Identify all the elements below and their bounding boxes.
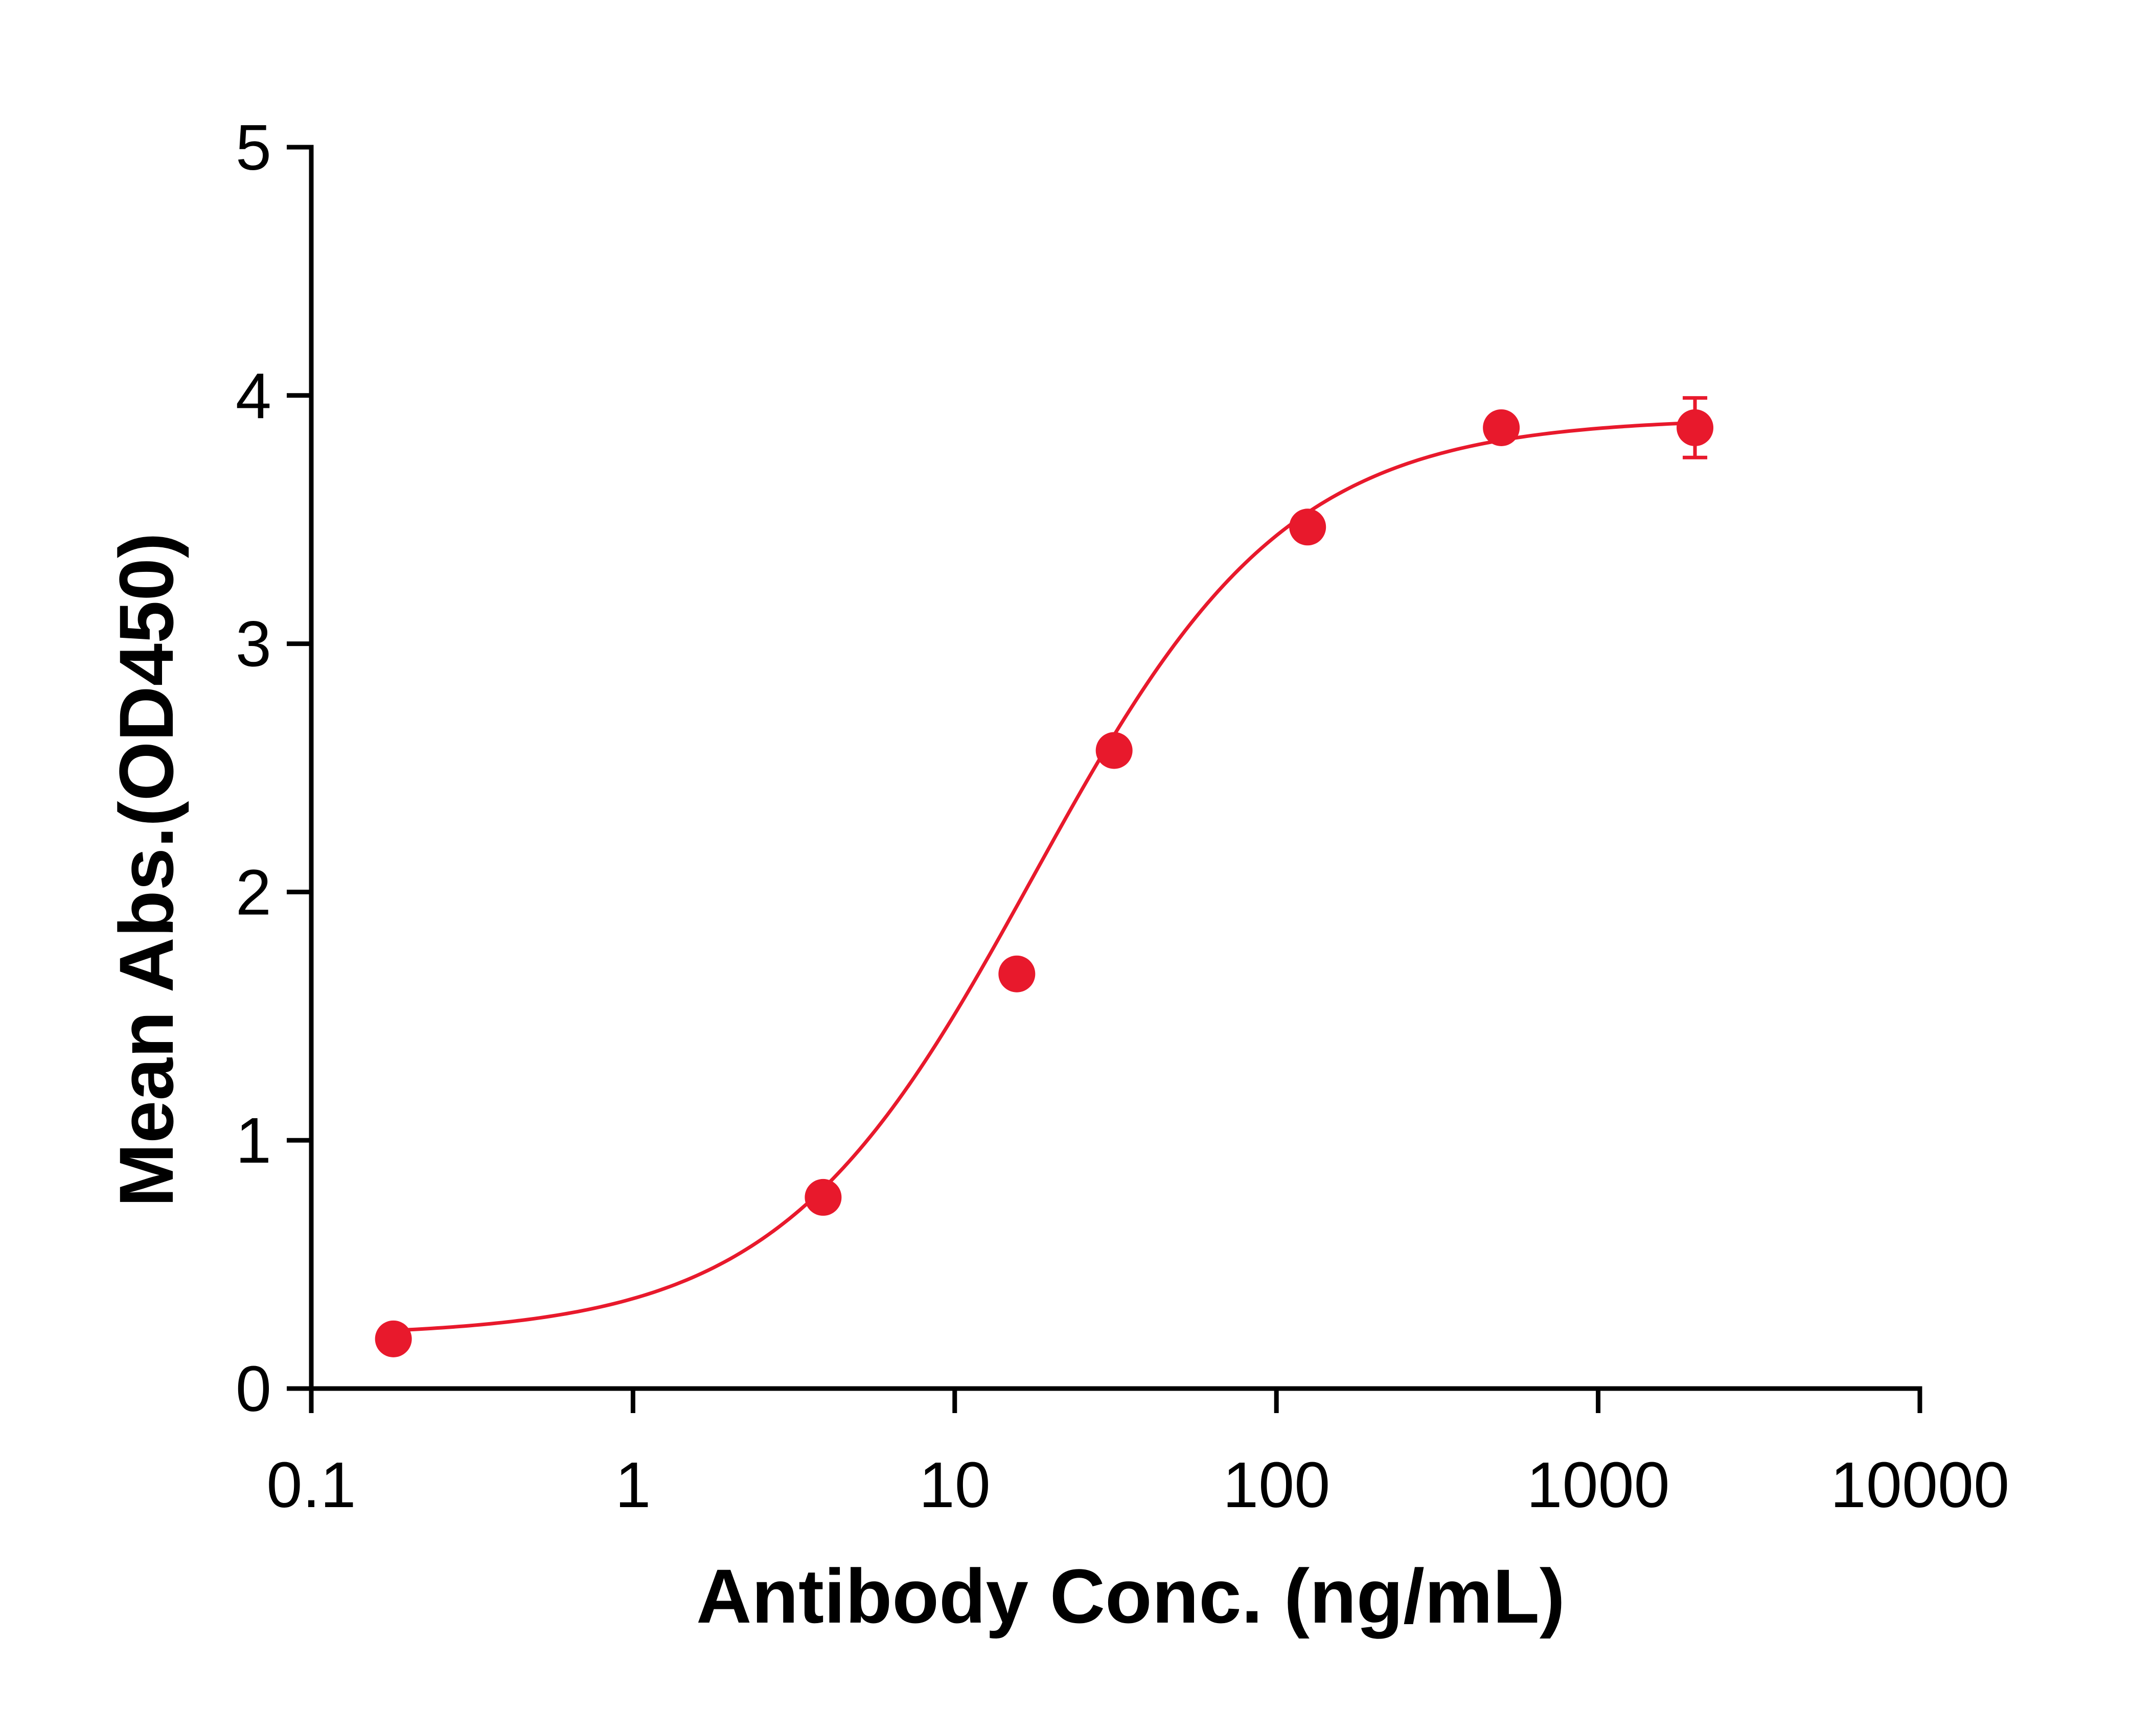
- y-tick-label: 4: [236, 360, 271, 432]
- x-tick-label: 1000: [1526, 1449, 1669, 1521]
- data-point: [1095, 732, 1133, 769]
- data-point: [1677, 409, 1714, 446]
- y-axis-title: Mean Abs.(OD450): [103, 533, 189, 1207]
- data-point: [1289, 509, 1326, 546]
- x-tick-label: 0.1: [266, 1449, 356, 1521]
- labels-layer: Antibody Conc. (ng/mL) Mean Abs.(OD450) …: [103, 111, 2009, 1639]
- y-tick-label: 5: [236, 111, 271, 183]
- data-points-layer: [375, 396, 1714, 1357]
- y-tick-label: 2: [236, 856, 271, 928]
- data-point: [805, 1178, 842, 1216]
- x-tick-label: 1: [615, 1449, 651, 1521]
- y-tick-label: 0: [236, 1353, 271, 1425]
- y-tick-label: 1: [236, 1104, 271, 1176]
- data-point: [1483, 409, 1520, 446]
- data-point: [998, 955, 1036, 992]
- x-axis-title: Antibody Conc. (ng/mL): [696, 1553, 1565, 1639]
- y-tick-label: 3: [236, 608, 271, 680]
- data-point: [375, 1320, 412, 1357]
- axes: [287, 145, 1922, 1413]
- fit-curve: [392, 421, 1697, 1332]
- fit-curve-layer: [392, 421, 1697, 1332]
- x-tick-label: 100: [1223, 1449, 1330, 1521]
- x-tick-label: 10000: [1830, 1449, 2009, 1521]
- x-tick-label: 10: [919, 1449, 991, 1521]
